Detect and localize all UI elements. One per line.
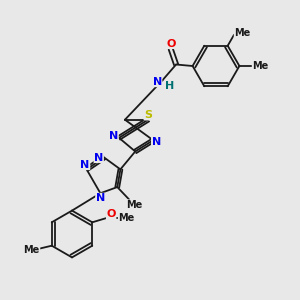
Text: N: N (153, 76, 162, 87)
Text: Me: Me (234, 28, 250, 38)
Text: O: O (166, 38, 175, 49)
Text: O: O (106, 209, 116, 219)
Text: N: N (96, 193, 105, 203)
Text: H: H (165, 81, 174, 91)
Text: N: N (94, 152, 104, 163)
Text: N: N (109, 131, 118, 141)
Text: Me: Me (23, 245, 40, 255)
Text: Me: Me (126, 200, 143, 210)
Text: Me: Me (118, 213, 135, 223)
Text: N: N (80, 160, 90, 170)
Text: S: S (144, 110, 152, 120)
Text: N: N (152, 137, 161, 147)
Text: Me: Me (252, 61, 268, 71)
